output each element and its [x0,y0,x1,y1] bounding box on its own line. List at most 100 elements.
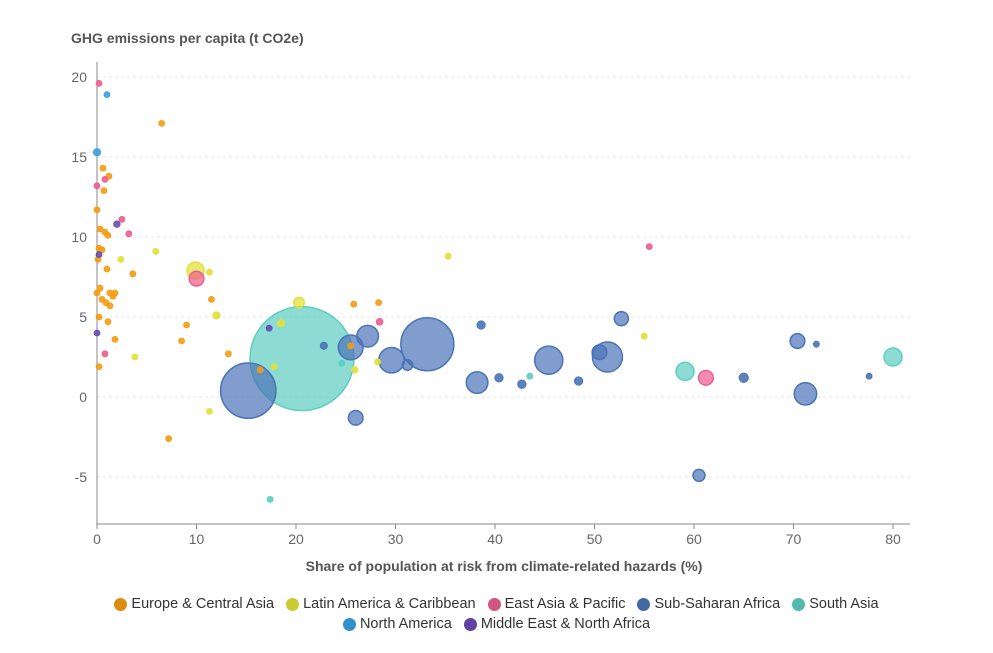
data-point[interactable] [212,311,221,320]
data-point[interactable] [188,270,205,287]
data-point[interactable] [789,332,806,350]
data-point[interactable] [96,225,104,233]
data-point[interactable] [93,329,101,337]
data-point[interactable] [152,247,160,255]
data-point[interactable] [444,252,452,260]
data-point[interactable] [517,379,527,389]
data-point[interactable] [178,337,185,345]
data-point[interactable] [465,371,489,395]
data-point[interactable] [812,340,820,348]
data-point[interactable] [158,120,166,127]
data-point[interactable] [101,350,109,358]
data-point[interactable] [350,300,358,308]
data-point[interactable] [129,270,137,278]
legend-swatch-icon [487,597,501,611]
data-point[interactable] [125,230,133,238]
legend-label: Europe & Central Asia [131,596,275,612]
data-point[interactable] [375,299,382,307]
data-point[interactable] [100,187,108,195]
data-point[interactable] [351,366,359,374]
data-point[interactable] [591,344,608,361]
data-point[interactable] [103,265,111,273]
data-point[interactable] [347,342,355,350]
chart-title: GHG emissions per capita (t CO2e) [71,30,304,46]
data-point[interactable] [338,359,346,367]
data-point[interactable] [645,243,653,251]
data-point[interactable] [256,366,264,374]
legend-label: North America [359,616,452,632]
data-point[interactable] [319,341,328,350]
legend-item-sub-saharan-africa[interactable]: Sub-Saharan Africa [637,594,780,614]
legend-swatch-icon [286,597,300,611]
grid-lines [97,76,910,478]
data-point[interactable] [206,407,213,415]
data-point[interactable] [93,206,101,214]
legend-item-east-asia-pacific[interactable]: East Asia & Pacific [487,594,626,614]
data-point[interactable] [526,372,534,380]
data-point[interactable] [697,369,715,386]
data-point[interactable] [266,495,274,503]
legend-label: East Asia & Pacific [504,596,626,612]
data-point[interactable] [573,376,584,386]
data-point[interactable] [92,148,102,157]
data-point[interactable] [95,251,103,259]
data-point[interactable] [265,324,273,332]
data-point[interactable] [118,215,126,223]
data-point[interactable] [692,468,706,483]
data-point[interactable] [103,91,111,98]
x-tick-label: 80 [885,531,901,547]
data-point[interactable] [93,289,101,297]
legend-label: Latin America & Caribbean [303,596,476,612]
legend-item-south-asia[interactable]: South Asia [792,594,879,614]
data-point[interactable] [401,359,414,371]
data-point[interactable] [375,317,384,326]
data-point[interactable] [293,296,305,309]
data-point[interactable] [101,175,109,183]
data-point[interactable] [95,313,103,321]
legend-item-latin-america-caribbean[interactable]: Latin America & Caribbean [286,594,476,614]
data-point[interactable] [95,363,103,371]
data-point[interactable] [206,268,213,276]
data-point[interactable] [99,164,107,172]
data-point[interactable] [640,332,648,340]
legend-label: Middle East & North Africa [480,616,651,632]
data-point[interactable] [374,358,381,366]
legend-item-middle-east-north-africa[interactable]: Middle East & North Africa [463,614,651,634]
data-point[interactable] [865,372,873,380]
data-point[interactable] [183,321,190,329]
legend-swatch-icon [342,617,356,631]
data-point[interactable] [98,246,106,254]
data-point[interactable] [219,362,277,420]
data-point[interactable] [104,231,112,239]
data-point[interactable] [533,345,564,376]
data-point[interactable] [113,220,121,228]
data-point[interactable] [356,324,380,348]
data-point[interactable] [95,80,103,87]
data-point[interactable] [117,255,125,263]
data-point[interactable] [347,409,364,426]
data-point[interactable] [109,292,117,300]
legend-item-north-america[interactable]: North America [342,614,452,634]
data-point[interactable] [224,350,232,358]
data-point[interactable] [378,346,405,374]
axes [96,62,910,525]
data-point[interactable] [883,347,903,367]
data-point[interactable] [675,361,695,382]
legend-item-europe-central-asia[interactable]: Europe & Central Asia [114,594,274,614]
data-point[interactable] [106,302,114,310]
data-point[interactable] [613,310,630,327]
data-point[interactable] [793,381,818,406]
data-point[interactable] [277,319,286,328]
data-point[interactable] [738,372,749,383]
data-point[interactable] [208,295,215,303]
data-point[interactable] [104,318,112,326]
data-point[interactable] [96,284,104,292]
data-point[interactable] [476,320,486,330]
data-point[interactable] [270,363,278,371]
data-point[interactable] [165,435,173,443]
data-point[interactable] [93,182,101,190]
data-point[interactable] [494,373,504,383]
data-point[interactable] [111,335,119,343]
data-point[interactable] [400,316,455,372]
data-point[interactable] [131,353,139,361]
